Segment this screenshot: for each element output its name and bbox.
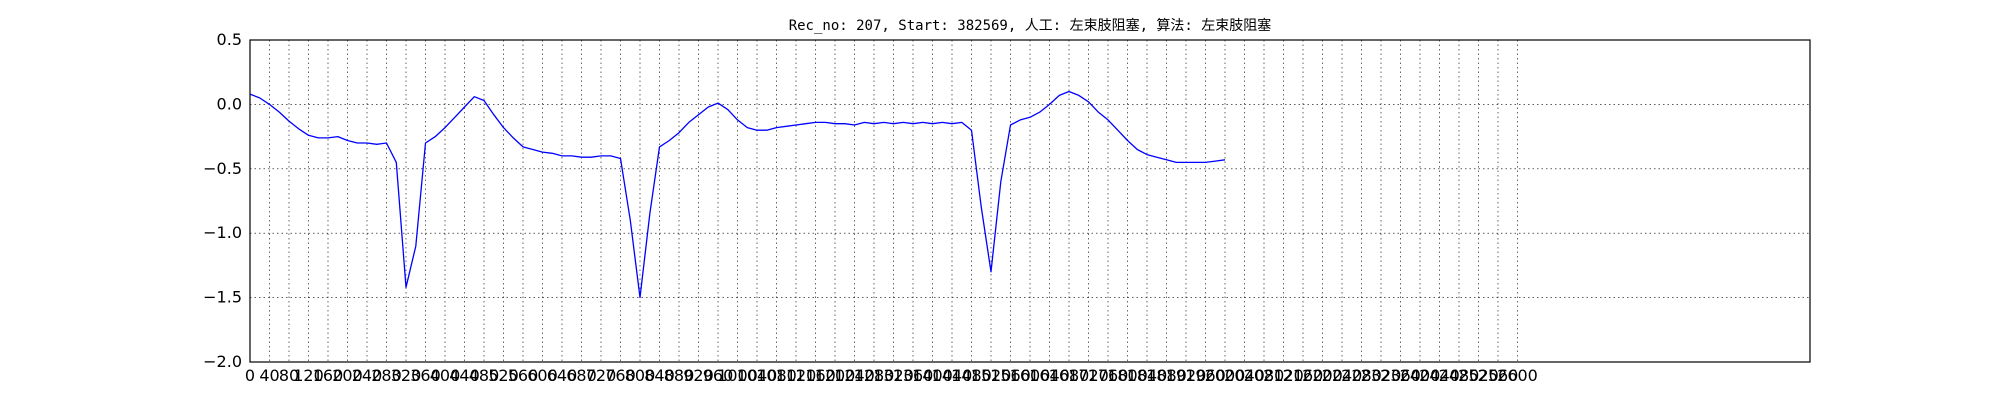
x-tick-label: 600 bbox=[527, 366, 558, 385]
series-line-2 bbox=[835, 90, 1226, 273]
x-tick-label: 40 bbox=[259, 366, 279, 385]
x-tick-label: 1960 bbox=[1185, 366, 1226, 385]
x-tick-label: 400 bbox=[430, 366, 461, 385]
x-tick-label: 2160 bbox=[1283, 366, 1324, 385]
y-axis-ticks: 0.5 0.0 −0.5 −1.0 −1.5 −2.0 bbox=[203, 30, 242, 371]
x-tick-label: 280 bbox=[371, 366, 402, 385]
x-tick-label: 2600 bbox=[1497, 366, 1538, 385]
y-tick-label: 0.5 bbox=[217, 30, 242, 49]
x-tick-label: 2320 bbox=[1361, 366, 1402, 385]
x-tick-label: 80 bbox=[279, 366, 299, 385]
x-tick-label: 520 bbox=[488, 366, 519, 385]
x-tick-label: 2360 bbox=[1380, 366, 1421, 385]
x-tick-label: 2520 bbox=[1458, 366, 1499, 385]
y-tick-label: −2.0 bbox=[203, 352, 242, 371]
x-tick-label: 1120 bbox=[776, 366, 817, 385]
x-tick-label: 1160 bbox=[795, 366, 836, 385]
x-tick-label: 440 bbox=[449, 366, 480, 385]
x-tick-label: 1360 bbox=[893, 366, 934, 385]
x-tick-label: 1280 bbox=[854, 366, 895, 385]
x-tick-label: 2120 bbox=[1263, 366, 1304, 385]
x-tick-label: 1880 bbox=[1146, 366, 1187, 385]
x-tick-label: 1800 bbox=[1107, 366, 1148, 385]
x-tick-label: 1640 bbox=[1029, 366, 1070, 385]
x-tick-label: 2240 bbox=[1322, 366, 1363, 385]
x-tick-label: 1200 bbox=[815, 366, 856, 385]
x-tick-label: 1440 bbox=[932, 366, 973, 385]
x-tick-label: 120 bbox=[293, 366, 324, 385]
y-tick-label: −1.0 bbox=[203, 223, 242, 242]
x-tick-label: 1520 bbox=[971, 366, 1012, 385]
y-tick-label: −0.5 bbox=[203, 159, 242, 178]
series-line-1 bbox=[249, 93, 836, 299]
x-tick-label: 840 bbox=[644, 366, 675, 385]
x-tick-label: 880 bbox=[664, 366, 695, 385]
x-tick-label: 0 bbox=[245, 366, 255, 385]
x-tick-label: 1000 bbox=[717, 366, 758, 385]
x-tick-label: 920 bbox=[683, 366, 714, 385]
x-tick-label: 1720 bbox=[1068, 366, 1109, 385]
x-tick-label: 1840 bbox=[1127, 366, 1168, 385]
x-tick-label: 1040 bbox=[737, 366, 778, 385]
x-tick-label: 760 bbox=[605, 366, 636, 385]
x-tick-label: 2080 bbox=[1244, 366, 1285, 385]
x-tick-label: 680 bbox=[566, 366, 597, 385]
x-tick-label: 560 bbox=[508, 366, 539, 385]
x-tick-label: 2480 bbox=[1439, 366, 1480, 385]
x-tick-label: 1240 bbox=[834, 366, 875, 385]
x-tick-label: 1680 bbox=[1049, 366, 1090, 385]
x-tick-label: 1600 bbox=[1010, 366, 1051, 385]
x-tick-label: 2200 bbox=[1302, 366, 1343, 385]
x-tick-label: 1760 bbox=[1088, 366, 1129, 385]
x-tick-label: 2280 bbox=[1341, 366, 1382, 385]
grid-lines bbox=[249, 39, 1810, 363]
x-tick-label: 1480 bbox=[951, 366, 992, 385]
x-tick-label: 1080 bbox=[756, 366, 797, 385]
signal-lines bbox=[249, 90, 1226, 299]
x-tick-label: 1920 bbox=[1166, 366, 1207, 385]
x-tick-label: 1560 bbox=[990, 366, 1031, 385]
x-tick-label: 240 bbox=[352, 366, 383, 385]
x-tick-label: 480 bbox=[469, 366, 500, 385]
y-tick-label: −1.5 bbox=[203, 288, 242, 307]
x-tick-label: 2040 bbox=[1224, 366, 1265, 385]
chart-title: Rec_no: 207, Start: 382569, 人工: 左束肢阻塞, 算… bbox=[789, 17, 1272, 34]
x-tick-label: 2560 bbox=[1478, 366, 1519, 385]
x-tick-label: 320 bbox=[391, 366, 422, 385]
x-tick-label: 1320 bbox=[873, 366, 914, 385]
x-tick-label: 360 bbox=[410, 366, 441, 385]
x-tick-label: 2000 bbox=[1205, 366, 1246, 385]
x-tick-label: 160 bbox=[313, 366, 344, 385]
x-tick-label: 800 bbox=[625, 366, 656, 385]
x-axis-ticks: 0 40 8012016020024028032036040044048052056… bbox=[245, 366, 1538, 385]
plot-frame bbox=[249, 39, 1811, 363]
x-tick-label: 640 bbox=[547, 366, 578, 385]
x-tick-label: 720 bbox=[586, 366, 617, 385]
x-tick-label: 2440 bbox=[1419, 366, 1460, 385]
x-tick-label: 960 bbox=[703, 366, 734, 385]
y-tick-label: 0.0 bbox=[217, 94, 242, 113]
x-tick-label: 2400 bbox=[1400, 366, 1441, 385]
x-tick-label: 1400 bbox=[912, 366, 953, 385]
x-tick-label: 200 bbox=[332, 366, 363, 385]
